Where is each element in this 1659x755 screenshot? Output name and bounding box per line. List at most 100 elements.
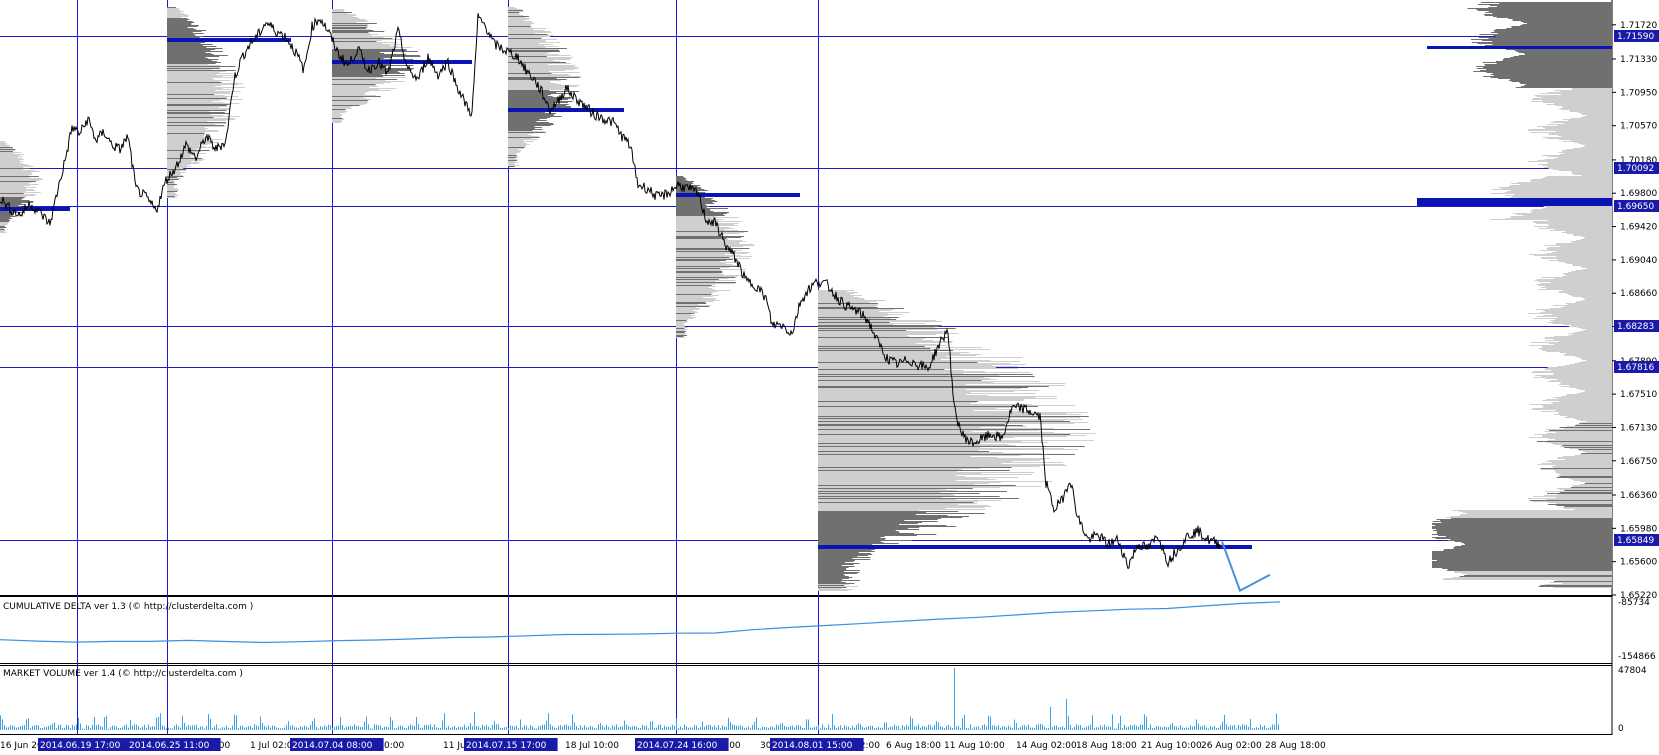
profile-bar	[676, 261, 721, 262]
volume-bar	[444, 713, 445, 730]
volume-bar	[1048, 728, 1049, 730]
profile-bar	[508, 158, 515, 159]
volume-bar	[36, 725, 37, 730]
composite-profile-bar	[1541, 463, 1612, 464]
volume-bar	[288, 721, 289, 730]
composite-profile-bar	[1580, 420, 1612, 421]
profile-bar	[0, 226, 5, 227]
profile-bar	[676, 268, 720, 269]
profile-bar	[167, 71, 226, 72]
composite-profile-bar	[1573, 148, 1612, 149]
composite-profile-bar	[1466, 513, 1612, 514]
composite-profile-bar	[1549, 225, 1612, 226]
profile-bar	[676, 329, 688, 330]
volume-bar	[92, 724, 93, 730]
profile-bar	[818, 460, 1040, 461]
volume-bar	[366, 716, 367, 730]
composite-profile-bar	[1552, 169, 1612, 170]
composite-profile-bar	[1461, 545, 1612, 546]
volume-bar	[72, 724, 73, 730]
composite-profile-bar	[1547, 163, 1612, 164]
composite-profile-bar	[1544, 159, 1612, 160]
profile-bar	[167, 114, 212, 115]
volume-bar	[860, 724, 861, 730]
profile-bar	[167, 42, 205, 43]
profile-bar	[676, 322, 687, 323]
volume-max-label: 47804	[1618, 666, 1647, 676]
volume-bar	[1150, 724, 1151, 730]
profile-bar	[818, 427, 981, 428]
volume-bar	[718, 725, 719, 730]
y-tick-label: 1.69040	[1620, 256, 1657, 266]
profile-bar	[676, 271, 723, 272]
profile-bar	[818, 386, 1049, 387]
composite-profile-bar	[1557, 488, 1612, 489]
profile-bar	[818, 555, 868, 556]
composite-profile-bar	[1550, 308, 1612, 309]
profile-bar	[167, 103, 240, 104]
volume-bar	[196, 724, 197, 730]
volume-bar	[1124, 724, 1125, 730]
profile-bar	[508, 47, 546, 48]
volume-bar	[744, 727, 745, 730]
profile-bar	[167, 7, 176, 8]
date-label: 2014.06.25 11:00	[129, 741, 210, 751]
volume-bar	[378, 725, 379, 730]
composite-profile-bar	[1565, 293, 1612, 294]
composite-profile-bar	[1527, 498, 1612, 499]
composite-profile-bar	[1495, 36, 1612, 37]
volume-bar	[660, 724, 661, 730]
composite-profile-bar	[1560, 446, 1612, 447]
volume-bar	[342, 725, 343, 730]
profile-bar	[818, 369, 945, 370]
profile-bar	[818, 397, 1036, 398]
volume-bar	[508, 728, 509, 730]
volume-bar	[708, 724, 709, 730]
profile-bar	[0, 220, 11, 221]
volume-bar	[460, 727, 461, 730]
volume-bar	[216, 724, 217, 730]
profile-bar	[332, 72, 400, 73]
volume-bar	[368, 724, 369, 730]
profile-bar	[167, 46, 217, 47]
composite-profile-bar	[1529, 180, 1612, 181]
composite-profile-bar	[1432, 564, 1612, 565]
profile-bar	[508, 28, 547, 29]
volume-bar	[194, 725, 195, 730]
profile-bar	[332, 37, 384, 38]
profile-bar	[818, 534, 937, 535]
profile-bar	[332, 112, 346, 113]
y-tick-label: 1.66750	[1620, 457, 1657, 467]
volume-bar	[898, 725, 899, 730]
composite-profile-bar	[1562, 290, 1612, 291]
profile-bar	[676, 282, 737, 283]
profile-bar	[167, 159, 205, 160]
profile-bar	[332, 107, 351, 108]
y-tick-label: 1.68660	[1620, 289, 1657, 299]
composite-profile-bar	[1583, 330, 1612, 331]
volume-bar	[1212, 727, 1213, 730]
volume-bar	[918, 724, 919, 730]
profile-bar	[818, 401, 978, 402]
volume-bar	[1096, 727, 1097, 730]
profile-bar	[0, 163, 23, 164]
volume-bar	[642, 724, 643, 730]
composite-profile-bar	[1484, 15, 1612, 16]
volume-bar	[314, 718, 315, 730]
composite-profile-bar	[1566, 394, 1612, 395]
profile-bar	[167, 85, 221, 86]
profile-bar	[167, 186, 175, 187]
profile-bar	[818, 491, 1007, 492]
volume-bar	[404, 727, 405, 730]
volume-bar	[1210, 725, 1211, 730]
composite-profile-bar	[1440, 520, 1612, 521]
composite-profile-bar	[1553, 467, 1612, 468]
volume-bar	[756, 717, 757, 730]
composite-profile-bar	[1444, 549, 1612, 550]
profile-bar	[818, 325, 942, 326]
composite-profile-bar	[1544, 245, 1612, 246]
profile-bar	[676, 190, 708, 191]
composite-profile-bar	[1527, 161, 1612, 162]
profile-bar	[0, 198, 23, 199]
